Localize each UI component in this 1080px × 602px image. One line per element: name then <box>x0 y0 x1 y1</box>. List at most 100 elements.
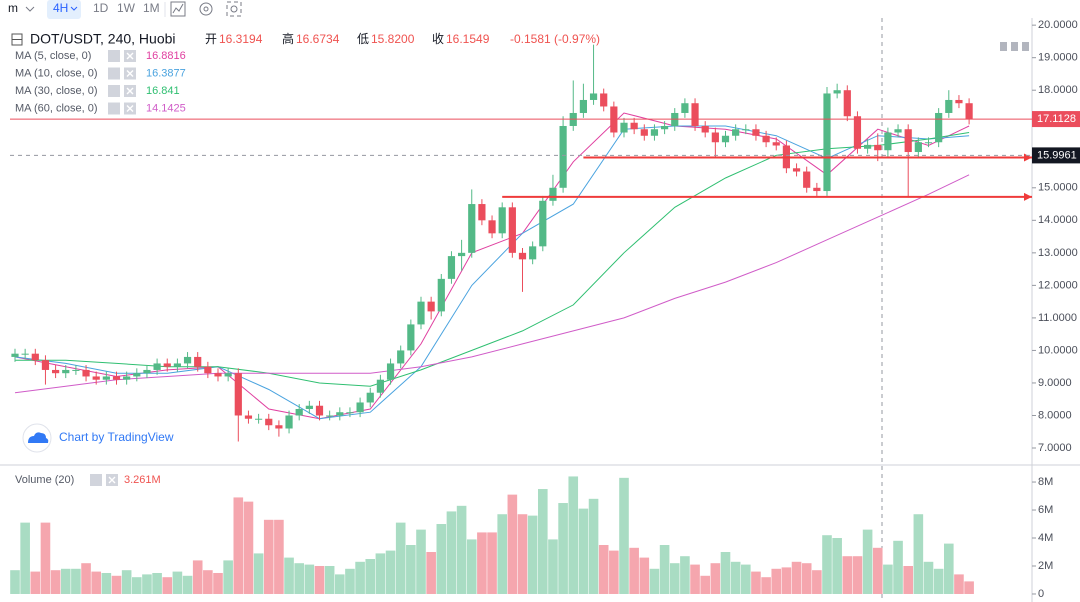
toolbar-item[interactable]: 1D <box>93 1 109 15</box>
watermark: Chart by TradingView <box>22 423 174 453</box>
candle-body <box>234 373 242 416</box>
volume-bar <box>801 563 812 594</box>
toolbar-item[interactable]: m <box>8 1 18 15</box>
volume-bar <box>233 497 244 594</box>
candle-body <box>92 376 100 380</box>
pane-button[interactable] <box>1011 42 1018 51</box>
volume-bar <box>822 535 832 594</box>
volume-bar <box>913 514 924 594</box>
dropdown-arrow[interactable] <box>25 6 35 12</box>
candle-body <box>894 129 902 133</box>
candle-body <box>681 103 689 113</box>
settings-icon[interactable] <box>203 6 209 12</box>
candle-body <box>133 373 141 377</box>
volume-bar <box>872 547 883 594</box>
toolbar-item[interactable]: 4H <box>53 1 68 15</box>
candle-body <box>721 135 730 143</box>
candle-body <box>52 369 60 374</box>
y-tick-label: 7.0000 <box>1038 442 1072 454</box>
legend-settings <box>108 67 120 80</box>
candle-body <box>346 412 354 414</box>
candle-body <box>163 363 171 367</box>
volume-bar <box>751 571 761 594</box>
volume-bar <box>406 545 416 594</box>
volume-bar <box>294 563 304 594</box>
volume-bar <box>395 522 406 594</box>
volume-bar <box>893 540 903 594</box>
indicator-icon[interactable] <box>172 3 184 14</box>
volume-bar <box>832 538 842 594</box>
volume-bar <box>10 570 20 594</box>
screenshot-icon[interactable] <box>230 5 238 13</box>
volume-bar <box>558 503 568 594</box>
ohlc-value: 16.3194 <box>219 32 263 46</box>
candle-body <box>762 135 770 143</box>
candle-body <box>904 129 912 153</box>
candle-body <box>305 405 313 409</box>
candle-body <box>620 122 628 133</box>
y-tick-label: 15.0000 <box>1038 182 1078 194</box>
legend-close <box>126 70 134 77</box>
volume-bar <box>527 515 538 594</box>
volume-tick-label: 2M <box>1038 560 1053 572</box>
volume-bar <box>60 568 71 594</box>
screenshot-icon[interactable] <box>226 1 242 17</box>
candle-body <box>874 144 882 151</box>
ohlc-label: 高 <box>282 31 294 46</box>
volume-bar <box>121 570 132 594</box>
candle-body <box>386 363 395 380</box>
volume-bar <box>263 519 274 594</box>
volume-bar <box>487 532 497 594</box>
volume-bar <box>91 571 101 594</box>
active-interval <box>47 0 81 19</box>
pane-controls <box>1000 42 1029 51</box>
y-tick-label: 9.0000 <box>1038 377 1072 389</box>
candle-body <box>417 301 425 325</box>
candle-body <box>41 360 50 370</box>
toolbar: m 4H 1D 1W 1M <box>8 0 242 19</box>
settings-icon[interactable] <box>199 2 213 16</box>
volume-bar <box>304 564 315 594</box>
volume-bar <box>50 570 61 594</box>
candle-body <box>468 204 476 253</box>
ohlc-label: 开 <box>205 32 217 46</box>
volume-bar <box>477 532 487 594</box>
volume-bar <box>720 552 731 594</box>
candle-body <box>853 116 862 149</box>
volume-bar <box>192 560 203 594</box>
candle-body <box>539 200 547 247</box>
volume-bar <box>944 543 954 594</box>
candle-body <box>82 369 90 377</box>
volume-bar <box>761 577 771 594</box>
candle-body <box>458 252 466 257</box>
candle-body <box>579 99 587 113</box>
volume-bar <box>314 565 325 594</box>
volume-bar <box>781 567 792 594</box>
volume-bar <box>385 550 396 594</box>
volume-bar <box>365 558 376 594</box>
candle-body <box>224 373 232 377</box>
legend-close <box>108 476 116 484</box>
legend-settings <box>108 50 120 62</box>
ohlc-label: 收 <box>432 32 444 46</box>
toolbar-item[interactable]: 1W <box>117 1 136 15</box>
dropdown-arrow[interactable] <box>70 6 78 11</box>
indicator-icon[interactable] <box>170 1 186 17</box>
candle-body <box>204 366 212 374</box>
pane-button[interactable] <box>1000 42 1007 51</box>
legend-name: MA (30, close, 0) <box>15 85 98 97</box>
candle-body <box>772 142 780 146</box>
volume-bar <box>629 547 639 594</box>
candle-body <box>62 369 70 374</box>
legend-value: 16.3877 <box>146 67 186 79</box>
price-change: -0.1581 (-0.97%) <box>510 32 600 46</box>
y-tick-label: 13.0000 <box>1038 247 1078 259</box>
ohlc-value: 16.1549 <box>446 32 490 46</box>
watermark-icon <box>28 432 49 443</box>
candle-body <box>518 252 527 260</box>
volume-bar <box>659 545 670 594</box>
candle-body <box>478 204 486 221</box>
pane-button[interactable] <box>1022 42 1029 51</box>
toolbar-item[interactable]: 1M <box>143 1 160 15</box>
candle-body <box>173 363 181 367</box>
